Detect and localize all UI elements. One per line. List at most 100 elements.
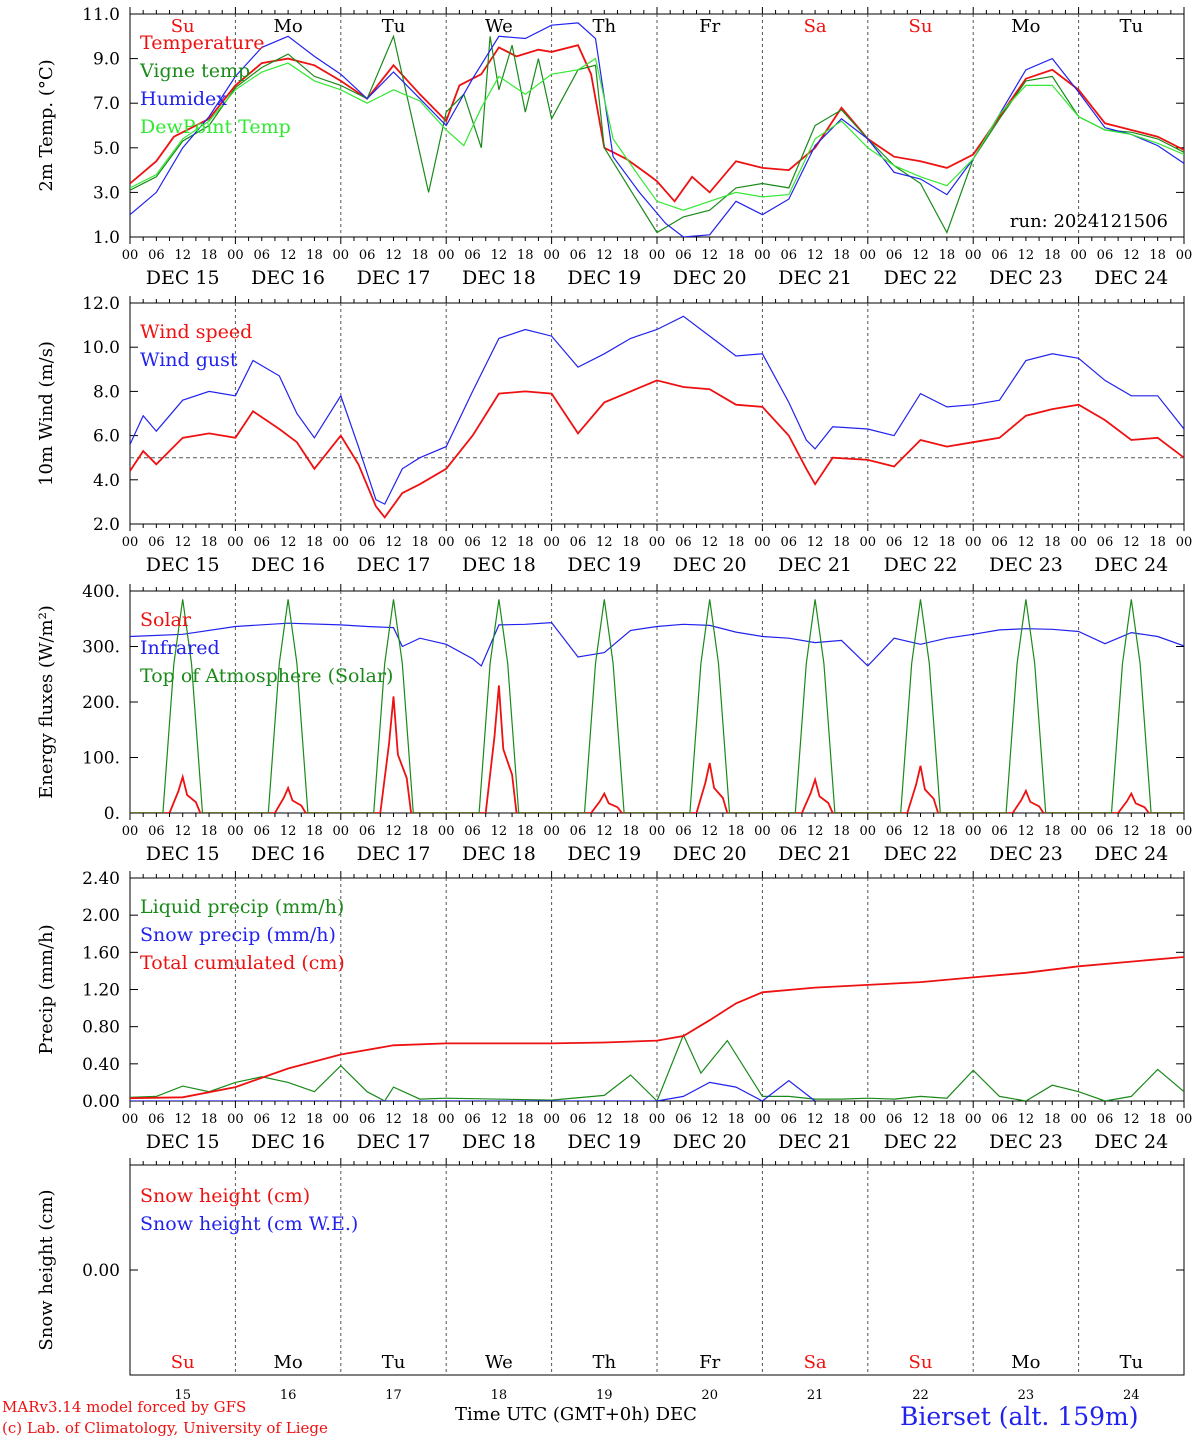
hour-tick-label: 00 — [1176, 535, 1193, 550]
y-axis-title: Energy fluxes (W/m²) — [36, 605, 57, 799]
hour-tick-label: 12 — [596, 535, 613, 550]
hour-tick-label: 06 — [570, 1112, 587, 1127]
hour-tick-label: 00 — [333, 1112, 350, 1127]
y-tick-label: 11.0 — [82, 5, 120, 25]
weekday-label: Mo — [1011, 16, 1040, 37]
x-axis-title: Time UTC (GMT+0h) DEC — [455, 1404, 697, 1425]
series-line-3-2 — [130, 621, 1184, 667]
hour-tick-label: 00 — [860, 535, 877, 550]
day-label: DEC 16 — [251, 843, 325, 865]
hour-tick-label: 12 — [701, 1112, 718, 1127]
hour-tick-label: 12 — [807, 248, 824, 263]
y-tick-label: 5.0 — [93, 139, 120, 159]
day-label: DEC 23 — [989, 267, 1063, 289]
y-tick-label: 200. — [82, 693, 120, 713]
hour-tick-label: 18 — [517, 535, 534, 550]
hour-tick-label: 12 — [174, 1112, 191, 1127]
day-label: DEC 19 — [567, 843, 641, 865]
hour-tick-label: 00 — [754, 248, 771, 263]
hour-tick-label: 18 — [517, 1112, 534, 1127]
day-label: DEC 24 — [1094, 843, 1168, 865]
hour-tick-label: 12 — [1018, 1112, 1035, 1127]
day-label: DEC 19 — [567, 554, 641, 576]
series-line-3-1 — [130, 685, 1184, 813]
hour-tick-label: 18 — [833, 1112, 850, 1127]
legend-entry: Wind speed — [140, 321, 252, 343]
series-line-1-2 — [130, 34, 1184, 234]
hour-tick-label: 18 — [939, 248, 956, 263]
day-label: DEC 23 — [989, 1131, 1063, 1153]
hour-tick-label: 00 — [860, 1112, 877, 1127]
hour-tick-label: 18 — [728, 248, 745, 263]
hour-tick-label: 06 — [253, 248, 270, 263]
day-label: DEC 15 — [146, 267, 220, 289]
day-number-label: 23 — [1018, 1388, 1035, 1400]
hour-tick-label: 06 — [359, 535, 376, 550]
hour-tick-label: 18 — [1044, 535, 1061, 550]
hour-tick-label: 06 — [253, 535, 270, 550]
hour-tick-label: 06 — [148, 248, 165, 263]
legend-entry: Snow height (cm W.E.) — [140, 1213, 358, 1235]
y-tick-label: 2.40 — [82, 869, 120, 889]
hour-tick-label: 12 — [596, 1112, 613, 1127]
hour-tick-label: 06 — [148, 535, 165, 550]
hour-tick-label: 18 — [622, 248, 639, 263]
hour-tick-label: 06 — [675, 248, 692, 263]
hour-tick-label: 12 — [1123, 1112, 1140, 1127]
hour-tick-label: 12 — [912, 824, 929, 839]
hour-tick-label: 00 — [333, 824, 350, 839]
hour-tick-label: 06 — [359, 824, 376, 839]
hour-tick-label: 06 — [886, 248, 903, 263]
hour-tick-label: 18 — [201, 248, 218, 263]
legend-entry: Top of Atmosphere (Solar) — [140, 665, 393, 687]
y-tick-label: 0.00 — [82, 1092, 120, 1112]
hour-tick-label: 06 — [991, 824, 1008, 839]
hour-tick-label: 18 — [201, 1112, 218, 1127]
day-label: DEC 15 — [146, 1131, 220, 1153]
hour-tick-label: 12 — [1018, 535, 1035, 550]
hour-tick-label: 18 — [201, 824, 218, 839]
series-line-4-2 — [130, 1079, 816, 1101]
hour-tick-label: 12 — [807, 535, 824, 550]
hour-tick-label: 00 — [438, 1112, 455, 1127]
hour-tick-label: 00 — [333, 535, 350, 550]
hour-tick-label: 00 — [122, 1112, 139, 1127]
day-label: DEC 17 — [357, 267, 431, 289]
y-tick-label: 0.80 — [82, 1018, 120, 1038]
hour-tick-label: 00 — [1070, 1112, 1087, 1127]
hour-tick-label: 00 — [227, 535, 244, 550]
hour-tick-label: 18 — [201, 535, 218, 550]
hour-tick-label: 12 — [385, 824, 402, 839]
legend-entry: Solar — [140, 609, 192, 631]
legend-entry: Humidex — [140, 88, 227, 110]
hour-tick-label: 00 — [122, 824, 139, 839]
hour-tick-label: 18 — [1044, 824, 1061, 839]
y-tick-label: 0.00 — [82, 1261, 120, 1281]
hour-tick-label: 18 — [833, 248, 850, 263]
hour-tick-label: 12 — [174, 535, 191, 550]
legend-entry: Snow height (cm) — [140, 1185, 310, 1207]
hour-tick-label: 12 — [280, 535, 297, 550]
hour-tick-label: 00 — [1070, 535, 1087, 550]
hour-tick-label: 12 — [491, 1112, 508, 1127]
hour-tick-label: 00 — [122, 248, 139, 263]
hour-tick-label: 18 — [622, 1112, 639, 1127]
hour-tick-label: 06 — [464, 248, 481, 263]
weekday-label: Th — [592, 1352, 616, 1373]
hour-tick-label: 12 — [174, 248, 191, 263]
day-label: DEC 19 — [567, 1131, 641, 1153]
station-name: Bierset (alt. 159m) — [900, 1402, 1139, 1431]
day-label: DEC 22 — [884, 843, 958, 865]
day-label: DEC 16 — [251, 554, 325, 576]
hour-tick-label: 06 — [886, 824, 903, 839]
y-tick-label: 100. — [82, 749, 120, 769]
day-label: DEC 18 — [462, 554, 536, 576]
day-label: DEC 19 — [567, 267, 641, 289]
weekday-label: Tu — [1119, 1352, 1143, 1373]
day-number-label: 21 — [807, 1388, 824, 1400]
hour-tick-label: 06 — [1097, 248, 1114, 263]
hour-tick-label: 00 — [227, 1112, 244, 1127]
y-tick-label: 1.60 — [82, 943, 120, 963]
hour-tick-label: 18 — [1149, 535, 1166, 550]
y-tick-label: 2.0 — [93, 515, 120, 535]
